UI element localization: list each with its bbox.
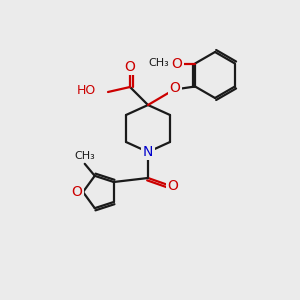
Text: HO: HO [77, 85, 96, 98]
Text: O: O [124, 60, 135, 74]
Text: CH₃: CH₃ [74, 151, 95, 161]
Text: O: O [72, 185, 83, 199]
Text: CH₃: CH₃ [149, 58, 170, 68]
Text: O: O [172, 56, 182, 70]
Text: O: O [169, 81, 180, 95]
Text: N: N [143, 145, 153, 159]
Text: O: O [168, 179, 178, 193]
